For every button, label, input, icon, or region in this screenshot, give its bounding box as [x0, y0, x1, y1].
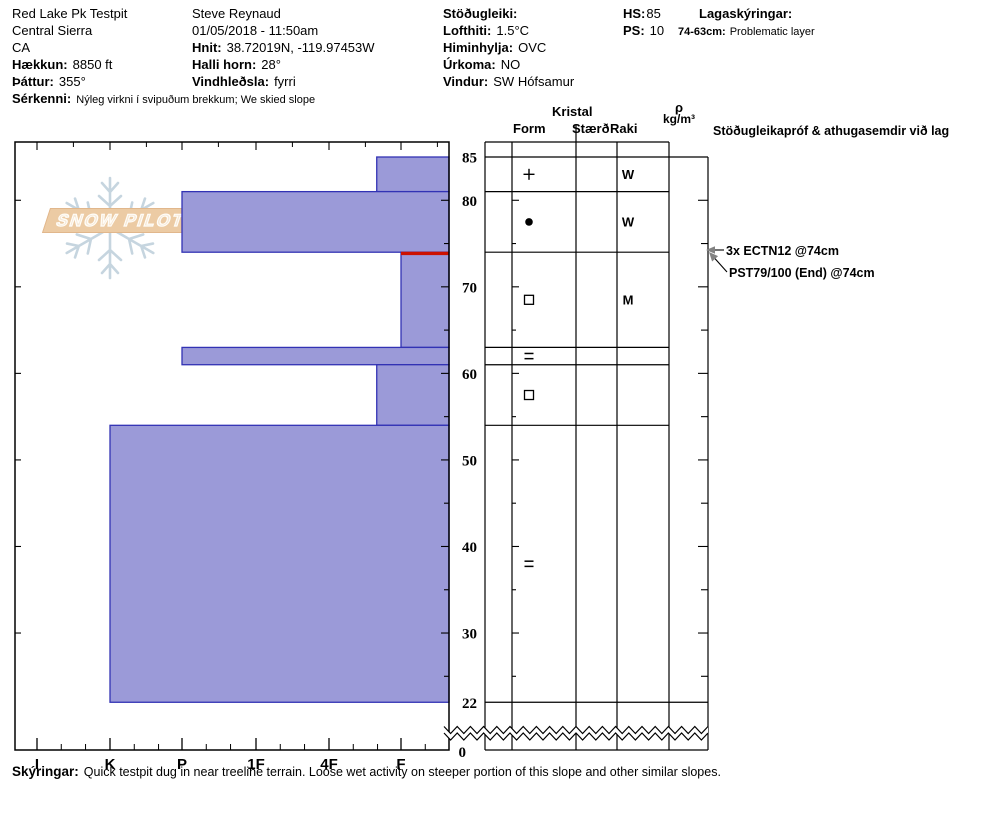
airtemp-label: Lofthiti: — [443, 23, 492, 38]
observation-datetime: 01/05/2018 - 11:50am — [192, 23, 319, 38]
layer-notes-title: Lagaskýringar: — [699, 6, 793, 21]
layer-note-range: 74-63cm: — [678, 26, 726, 38]
moisture-column-header: Raki — [610, 121, 638, 136]
hardness-bar — [109, 424, 450, 703]
sky-value: OVC — [518, 40, 547, 55]
observer-block: Steve Reynaud 01/05/2018 - 11:50am Hnit:… — [192, 5, 375, 90]
aspect-row: Þáttur: 355° — [12, 73, 315, 90]
zigzag-break-icon — [443, 725, 709, 735]
sky-label: Himinhylja: — [443, 40, 514, 55]
hardness-bar — [376, 364, 450, 426]
test-annotation: 3x ECTN12 @74cm — [726, 244, 839, 258]
windload-row: Vindhleðsla: fyrri — [192, 73, 375, 90]
observer-name: Steve Reynaud — [192, 6, 281, 21]
footer-label: Skýringar: — [12, 764, 79, 779]
wind-label: Vindur: — [443, 74, 489, 89]
slope-label: Halli horn: — [192, 57, 257, 72]
annotation-arrowhead-icon — [706, 246, 715, 254]
scale-break-mask — [444, 726, 708, 740]
stability-label: Stöðugleiki: — [443, 6, 518, 21]
footer-text: Quick testpit dug in near treeline terra… — [83, 765, 721, 779]
coords-label: Hnit: — [192, 40, 222, 55]
wind-row: Vindur: SW Hófsamur — [443, 73, 574, 90]
crystal-group-header: Kristal — [552, 104, 593, 119]
footer-notes: Skýringar: Quick testpit dug in near tree… — [12, 764, 721, 779]
wind-value: SW Hófsamur — [493, 74, 575, 89]
density-header-rho: ρ — [674, 100, 684, 115]
hardness-bar — [400, 251, 450, 349]
precip-label: Úrkoma: — [443, 57, 496, 72]
precip-value: NO — [500, 57, 521, 72]
special-value: Nýleg virkni í svipuðum brekkum; We skie… — [76, 94, 316, 106]
depth-label: 70 — [462, 280, 477, 296]
ps-row: PS: 10 — [623, 22, 664, 39]
elevation-label: Hækkun: — [12, 57, 68, 72]
hardness-bar — [181, 346, 450, 366]
pit-name: Red Lake Pk Testpit — [12, 6, 128, 21]
depth-label: 30 — [462, 627, 477, 643]
elevation-value: 8850 ft — [72, 57, 113, 72]
depth-label: 85 — [462, 151, 477, 167]
grain-form-dot-icon — [525, 218, 533, 226]
slope-value: 28° — [261, 57, 281, 72]
moisture-label: M — [623, 292, 634, 307]
region: Central Sierra — [12, 23, 93, 38]
snowflake-spoke — [97, 226, 123, 280]
location-block: Red Lake Pk Testpit Central Sierra CA Hæ… — [12, 5, 315, 107]
coords-row: Hnit: 38.72019N, -119.97453W — [192, 39, 375, 56]
sky-row: Himinhylja: OVC — [443, 39, 574, 56]
hardness-bar — [376, 156, 450, 193]
depth-label: 60 — [462, 367, 477, 383]
aspect-label: Þáttur: — [12, 74, 54, 89]
ground-depth-label: 0 — [459, 745, 467, 761]
windload-value: fyrri — [274, 74, 296, 89]
form-column-header: Form — [513, 121, 546, 136]
coords-value: 38.72019N, -119.97453W — [226, 40, 375, 55]
hs-value: 85 — [646, 6, 661, 21]
grain-form-square-icon — [523, 389, 535, 401]
totals-block: HS:85 PS: 10 — [623, 5, 664, 39]
hardness-bar — [181, 190, 450, 253]
annotation-arrowhead-icon — [709, 252, 719, 262]
aspect-value: 355° — [58, 74, 86, 89]
depth-label: 80 — [462, 194, 477, 210]
size-column-header: Stærð — [572, 121, 610, 136]
layer-notes-block: Lagaskýringar: 74-63cm: Problematic layer — [678, 5, 815, 39]
stability-row: Stöðugleiki: — [443, 5, 574, 22]
grain-form-square-icon — [523, 294, 535, 305]
ps-value: 10 — [649, 23, 665, 38]
weather-block: Stöðugleiki: Lofthiti: 1.5°C Himinhylja: O… — [443, 5, 574, 90]
hs-row: HS:85 — [623, 5, 664, 22]
zigzag-break-icon — [443, 732, 709, 741]
depth-label: 40 — [462, 540, 477, 556]
layer-note: 74-63cm: Problematic layer — [678, 22, 815, 39]
layer-note-text: Problematic layer — [729, 26, 815, 38]
elevation-row: Hækkun: 8850 ft — [12, 56, 315, 73]
tests-column-header: Stöðugleikapróf & athugasemdir við lag — [713, 124, 950, 138]
airtemp-row: Lofthiti: 1.5°C — [443, 22, 574, 39]
logo-banner: SNOW PILOT — [41, 208, 209, 233]
density-header-units: kg/m³ — [662, 112, 695, 126]
airtemp-value: 1.5°C — [496, 23, 530, 38]
depth-label: 22 — [462, 696, 477, 712]
state: CA — [12, 40, 31, 55]
special-row: Sérkenni: Nýleg virkni í svipuðum brekkum… — [12, 90, 315, 107]
annotation-arrow-shaft — [713, 257, 728, 273]
precip-row: Úrkoma: NO — [443, 56, 574, 73]
moisture-label: W — [622, 214, 635, 229]
slope-row: Halli horn: 28° — [192, 56, 375, 73]
windload-label: Vindhleðsla: — [192, 74, 270, 89]
moisture-label: W — [622, 167, 635, 182]
depth-label: 50 — [462, 453, 477, 469]
special-label: Sérkenni: — [12, 91, 72, 106]
density-column-header: ρ kg/m³ — [649, 100, 709, 126]
test-annotation: PST79/100 (End) @74cm — [729, 266, 875, 280]
ps-label: PS: — [623, 23, 645, 38]
snowpilot-logo: SNOW PILOT — [38, 166, 215, 291]
hs-label: HS: — [623, 6, 646, 21]
red-flag-layer — [401, 251, 449, 256]
